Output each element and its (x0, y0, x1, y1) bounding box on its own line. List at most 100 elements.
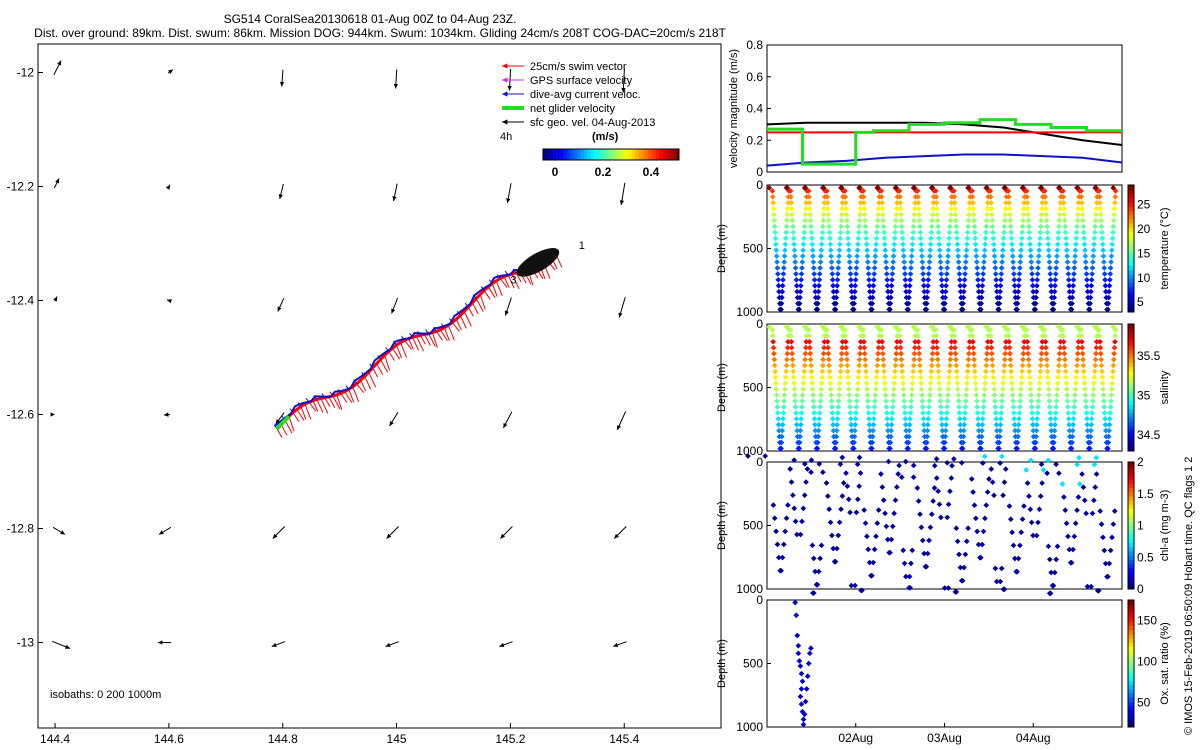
chla-point (1079, 471, 1085, 477)
colorbar-cell (594, 149, 598, 160)
temperature-point (1003, 199, 1009, 206)
temperature-point (842, 199, 849, 206)
temperature-point (820, 211, 827, 218)
dac-vector (401, 336, 405, 341)
salinity-colorbar-cell (1128, 400, 1134, 405)
temperature-point (989, 217, 996, 224)
salinity-point (879, 344, 886, 351)
temperature-point (902, 282, 909, 289)
temperature-point (952, 205, 958, 212)
salinity-point (857, 350, 863, 357)
salinity-point (987, 327, 994, 333)
salinity-point (939, 421, 945, 428)
temperature-point (846, 253, 853, 259)
chla-point (1091, 497, 1097, 504)
map-x-tick-label: 145.2 (495, 732, 525, 746)
salinity-point (1048, 427, 1055, 434)
temperature-point (1006, 199, 1013, 206)
chla-point (1024, 480, 1031, 486)
chla-point (887, 549, 893, 556)
dac-vector (496, 274, 501, 279)
salinity-point (1043, 350, 1050, 357)
chla-point (845, 496, 852, 503)
salinity-point (965, 356, 972, 363)
salinity-point (897, 333, 903, 339)
temperature-point (1017, 259, 1024, 265)
temperature-point (860, 188, 867, 194)
temperature-point (791, 241, 797, 248)
salinity-point (818, 392, 824, 398)
colorbar-cell (577, 149, 581, 160)
salinity-point (861, 338, 867, 345)
chla-point (988, 466, 995, 472)
temperature-point (803, 199, 810, 206)
temperature-point (891, 247, 897, 254)
colorbar-cell (556, 149, 561, 160)
salinity-point (912, 338, 919, 345)
oxygen-colorbar-cell (1128, 722, 1134, 728)
chla-colorbar-cell (1128, 546, 1134, 552)
salinity-point (774, 398, 780, 404)
oxygen-colorbar-frame (1127, 599, 1135, 728)
chla-point (1071, 533, 1078, 540)
chla-point (797, 531, 804, 538)
salinity-ylabel: Depth (m) (716, 363, 728, 412)
swim-vector (304, 403, 312, 420)
temperature-point (1112, 194, 1119, 200)
chart-title: SG514 CoralSea20130618 01-Aug 00Z to 04-… (223, 12, 517, 26)
temperature-colorbar-cell (1128, 303, 1134, 309)
salinity-point (807, 350, 814, 357)
salinity-point (856, 362, 862, 369)
temperature-point (1000, 235, 1007, 242)
salinity-point (807, 344, 813, 351)
temperature-point (772, 229, 778, 236)
salinity-point (852, 415, 859, 422)
temperature-point (883, 271, 890, 277)
salinity-colorbar-cell (1128, 336, 1134, 342)
chla-point (1109, 534, 1115, 541)
chla-point (1017, 542, 1023, 549)
salinity-point (1081, 374, 1088, 381)
salinity-point (775, 421, 782, 428)
salinity-point (772, 368, 778, 375)
chla-point (818, 542, 825, 549)
salinity-point (852, 421, 859, 428)
chla-point (799, 518, 805, 525)
chla-point (816, 461, 823, 467)
salinity-point (984, 344, 991, 351)
chla-point (1030, 532, 1036, 539)
salinity-point (1024, 344, 1031, 351)
temperature-point (944, 265, 951, 271)
chla-point (1075, 494, 1082, 500)
salinity-point (943, 421, 949, 428)
temperature-point (917, 229, 924, 236)
temperature-point (1050, 306, 1057, 313)
legend-swatch-head (502, 119, 508, 125)
temperature-colorbar-cell (1128, 265, 1134, 271)
salinity-point (975, 421, 982, 428)
chla-colorbar-cell (1128, 559, 1134, 565)
chla-colorbar-tick-label: 0.5 (1137, 550, 1154, 564)
legend-time-label: 4h (500, 131, 512, 143)
oxygen-point (806, 650, 813, 657)
temperature-point (1057, 205, 1063, 212)
salinity-point (1035, 404, 1041, 410)
chla-point (839, 454, 846, 461)
swim-vector (340, 393, 348, 403)
sfc-velocity-arrowhead (504, 310, 509, 316)
chla-point (962, 551, 969, 558)
chla-colorbar-cell (1128, 563, 1134, 569)
swim-vector (503, 276, 510, 288)
salinity-point (824, 338, 831, 345)
chla-point (981, 453, 988, 460)
salinity-point (866, 421, 873, 428)
oxygen-ylabel: Depth (m) (716, 639, 728, 688)
temperature-point (863, 235, 870, 242)
temperature-point (1063, 247, 1070, 254)
temperature-colorbar-cell (1128, 227, 1134, 233)
salinity-point (934, 350, 941, 357)
temperature-point (1009, 241, 1015, 248)
salinity-point (953, 356, 959, 363)
temperature-point (911, 205, 918, 212)
